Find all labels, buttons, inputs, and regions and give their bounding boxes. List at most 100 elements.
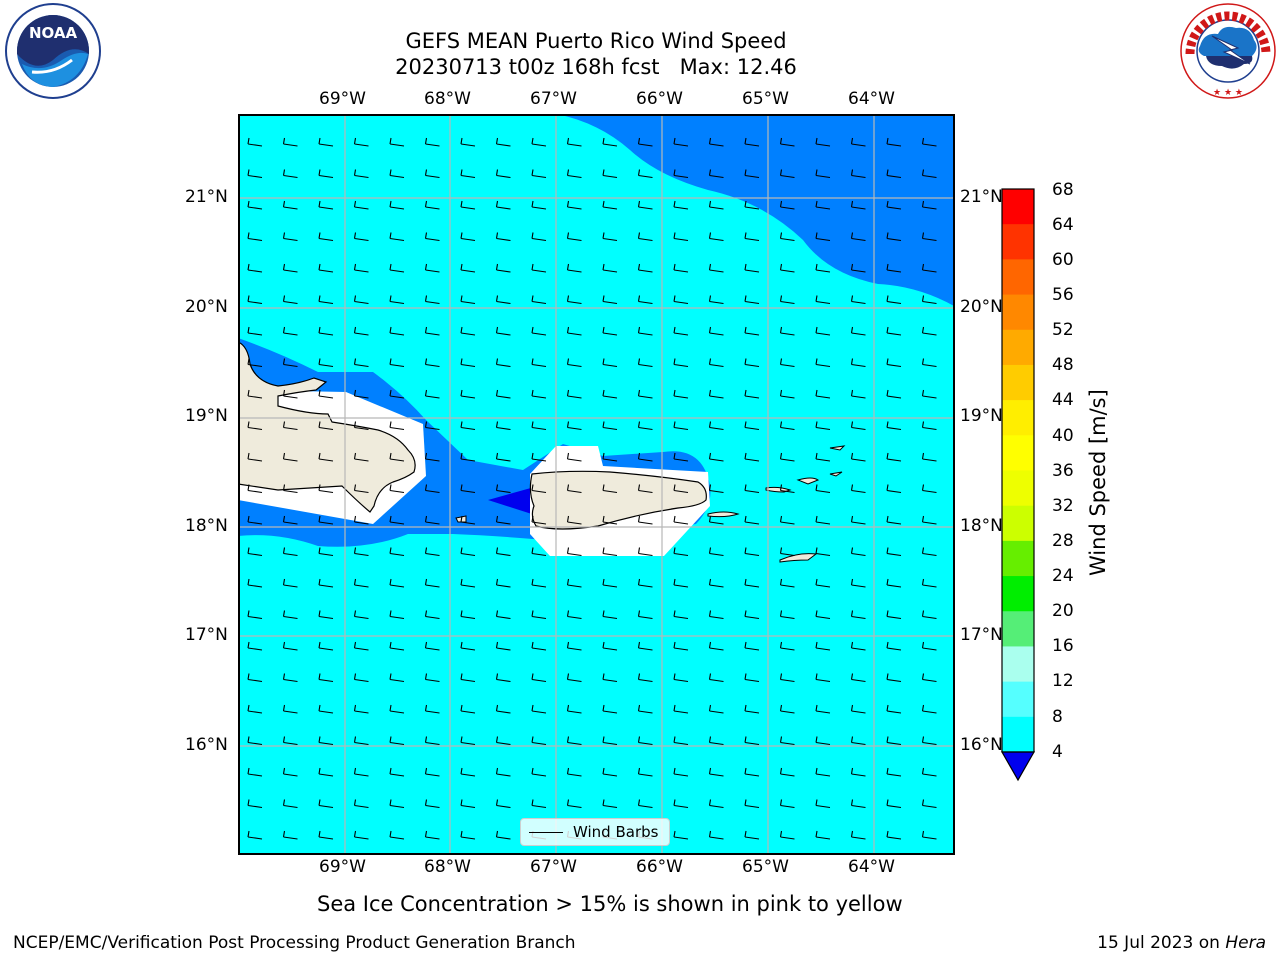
wind-barb [886, 641, 902, 651]
wind-barb [779, 736, 795, 746]
wind-barb [531, 295, 547, 305]
wind-barb [318, 736, 334, 746]
wind-barb [531, 421, 547, 431]
wind-barb [460, 830, 476, 840]
wind-barb [602, 547, 618, 557]
wind-barb [673, 358, 689, 368]
wind-barb [815, 799, 831, 809]
wind-barb [566, 799, 582, 809]
wind-barb [424, 830, 440, 840]
colorbar-tick: 52 [1052, 320, 1074, 340]
wind-barb [424, 295, 440, 305]
wind-barb [708, 169, 724, 179]
wind-barb [815, 641, 831, 651]
wind-barb [282, 547, 298, 557]
wind-barb [495, 578, 511, 588]
wind-barb [886, 830, 902, 840]
wind-barb [424, 452, 440, 462]
legend-line-icon [529, 832, 563, 833]
wind-barb [566, 767, 582, 777]
wind-barb [495, 515, 511, 525]
wind-barb [566, 515, 582, 525]
wind-barb [708, 767, 724, 777]
wind-barb [247, 137, 263, 147]
wind-barb [744, 200, 760, 210]
wind-barb [815, 200, 831, 210]
colorbar-segment [1002, 435, 1034, 471]
wind-barb [424, 169, 440, 179]
wind-barb [708, 610, 724, 620]
wind-barb [389, 610, 405, 620]
wind-barb [673, 799, 689, 809]
lat-tick-left: 17°N [185, 625, 228, 645]
wind-barb [602, 389, 618, 399]
wind-barb [815, 232, 831, 242]
wind-barb [850, 673, 866, 683]
wind-barb [850, 736, 866, 746]
wind-barb [815, 137, 831, 147]
wind-barb [566, 421, 582, 431]
wind-speed-map [238, 114, 955, 855]
wind-barb [495, 704, 511, 714]
wind-barb [708, 389, 724, 399]
wind-barb [282, 767, 298, 777]
wind-barb [886, 169, 902, 179]
wind-barb [602, 736, 618, 746]
wind-barb [815, 673, 831, 683]
colorbar-segment [1002, 364, 1034, 401]
lat-tick-left: 18°N [185, 516, 228, 536]
wind-barb [531, 263, 547, 273]
wind-barb [282, 263, 298, 273]
lon-tick-bottom: 64°W [848, 857, 895, 877]
wind-barb [744, 263, 760, 273]
wind-barb [247, 326, 263, 336]
colorbar-tick: 44 [1052, 390, 1074, 410]
sea-ice-caption: Sea Ice Concentration > 15% is shown in … [317, 892, 903, 916]
footer-machine: Hera [1225, 933, 1266, 953]
wind-barb [673, 736, 689, 746]
wind-barb [744, 515, 760, 525]
wind-barb [921, 200, 937, 210]
wind-barb [318, 232, 334, 242]
wind-barb [602, 263, 618, 273]
wind-barb [708, 232, 724, 242]
wind-barb [495, 169, 511, 179]
wind-barb [353, 169, 369, 179]
wind-barb [566, 137, 582, 147]
wind-barb [318, 830, 334, 840]
wind-barb [673, 704, 689, 714]
wind-barb [637, 232, 653, 242]
wind-barb [460, 232, 476, 242]
wind-barb [886, 673, 902, 683]
wind-barb [779, 830, 795, 840]
wind-barb [886, 200, 902, 210]
wind-barb [886, 326, 902, 336]
wind-barb [282, 452, 298, 462]
lat-tick-left: 20°N [185, 297, 228, 317]
wind-barb [318, 452, 334, 462]
lat-grid [238, 197, 954, 747]
wind-barb [921, 452, 937, 462]
wind-barb [637, 673, 653, 683]
wind-barb [850, 452, 866, 462]
noaa-logo: NOAA [5, 3, 101, 99]
wind-barb [886, 547, 902, 557]
wind-barb [495, 421, 511, 431]
wind-barb [531, 610, 547, 620]
wind-barb [247, 673, 263, 683]
wind-barb [921, 799, 937, 809]
wind-barb [673, 515, 689, 525]
wind-barb [353, 799, 369, 809]
wind-barb [921, 263, 937, 273]
colorbar-segment [1002, 294, 1034, 331]
wind-barb [744, 767, 760, 777]
wind-barb [566, 704, 582, 714]
lat-tick-left: 19°N [185, 406, 228, 426]
wind-barb [602, 137, 618, 147]
wind-barb [353, 389, 369, 399]
wind-barb [424, 137, 440, 147]
wind-barb [495, 484, 511, 494]
wind-barb [531, 704, 547, 714]
wind-barb [460, 610, 476, 620]
wind-barb [886, 578, 902, 588]
